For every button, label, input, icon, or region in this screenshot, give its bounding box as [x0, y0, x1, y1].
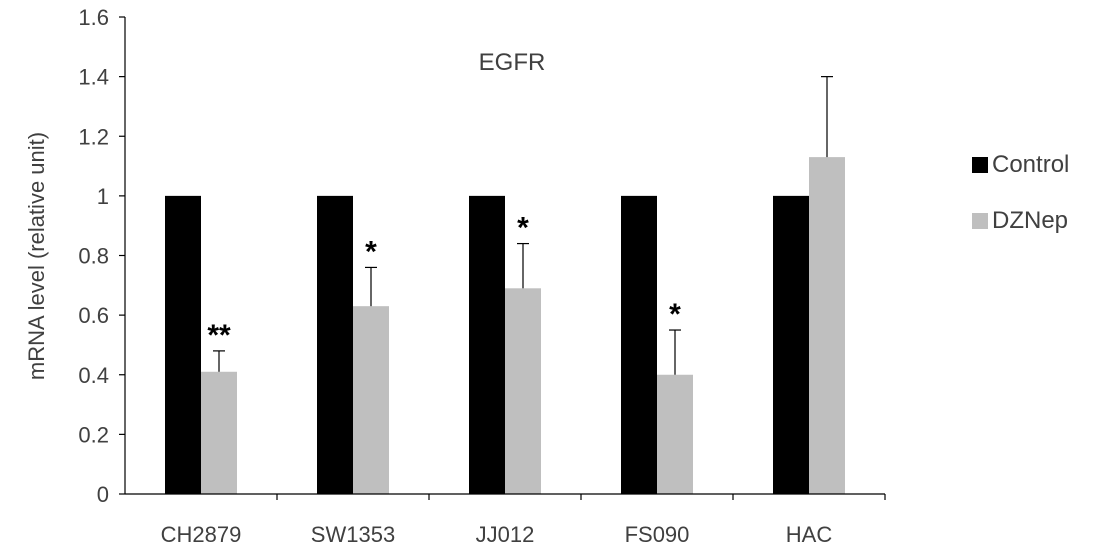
- legend-item-dznep: DZNep: [972, 206, 1069, 236]
- x-tick-label: HAC: [786, 522, 833, 547]
- y-tick-label: 1.2: [78, 124, 109, 149]
- y-tick-label: 0.2: [78, 422, 109, 447]
- bars-layer: *****: [165, 76, 845, 494]
- bar-control-ch2879: [165, 195, 201, 494]
- bar-control-fs090: [621, 195, 657, 494]
- y-tick-label: 1: [97, 184, 109, 209]
- x-tick-label: CH2879: [161, 522, 242, 547]
- y-tick-label: 0.4: [78, 363, 109, 388]
- y-tick-label: 0.6: [78, 303, 109, 328]
- bar-control-hac: [773, 195, 809, 494]
- bar-dznep-jj012: [505, 288, 541, 494]
- significance-marker: *: [517, 212, 529, 245]
- bar-dznep-hac: [809, 157, 845, 494]
- x-tick-label: SW1353: [311, 522, 395, 547]
- legend-label-control: Control: [992, 151, 1070, 178]
- x-tick-label: FS090: [625, 522, 690, 547]
- bar-control-sw1353: [317, 195, 353, 494]
- bar-dznep-ch2879: [201, 371, 237, 494]
- significance-marker: **: [207, 319, 231, 352]
- y-axis-title: mRNA level (relative unit): [24, 132, 49, 380]
- x-tick-label: JJ012: [476, 522, 535, 547]
- legend-label-dznep: DZNep: [992, 207, 1069, 234]
- legend: Control DZNep: [972, 150, 1069, 262]
- bar-control-jj012: [469, 195, 505, 494]
- y-tick-label: 0: [97, 482, 109, 507]
- chart-title: EGFR: [479, 49, 546, 76]
- y-tick-label: 0.8: [78, 244, 109, 269]
- significance-marker: *: [669, 298, 681, 331]
- legend-swatch-dznep: [972, 213, 988, 229]
- y-tick-label: 1.4: [78, 65, 109, 90]
- legend-item-control: Control: [972, 150, 1069, 180]
- significance-marker: *: [365, 235, 377, 268]
- bar-dznep-fs090: [657, 374, 693, 494]
- legend-swatch-control: [972, 157, 988, 173]
- bar-dznep-sw1353: [353, 306, 389, 494]
- axes-layer: 0 0.2 0.4 0.6 0.8 1 1.2 1.4 1.6 CH2879 SW1353 JJ012…: [78, 5, 886, 547]
- y-tick-label: 1.6: [78, 5, 109, 30]
